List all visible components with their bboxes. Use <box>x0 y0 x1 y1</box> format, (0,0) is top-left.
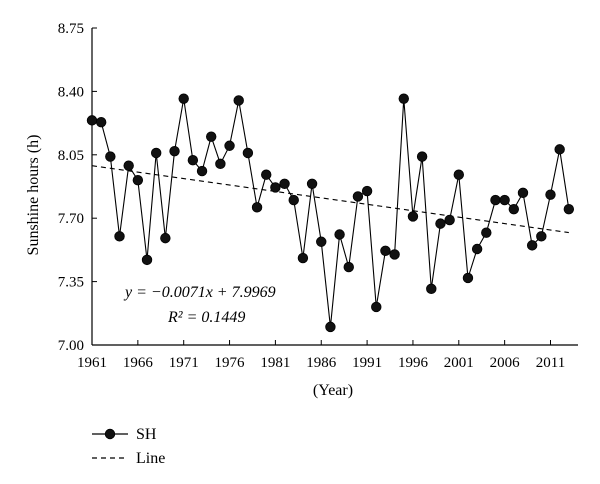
sh-data-point <box>196 165 208 177</box>
sh-data-point <box>361 185 373 197</box>
x-tick-label: 1961 <box>77 355 107 371</box>
sh-data-point <box>389 249 400 260</box>
x-axis-ticks: 1961 1966 1971 1976 1981 1986 1991 1996 2001 2006… <box>77 340 565 371</box>
sh-data-point <box>554 144 565 155</box>
sh-data-point <box>150 147 162 159</box>
legend-line-label: Line <box>136 450 165 467</box>
sh-data-point <box>288 194 299 206</box>
sh-data-point <box>444 214 455 226</box>
y-tick-label: 8.75 <box>58 21 84 37</box>
sh-data-point <box>251 202 263 213</box>
sh-data-point <box>297 252 309 264</box>
x-tick-label: 1971 <box>169 355 199 371</box>
sh-data-point <box>334 229 345 240</box>
sh-data-point <box>416 151 428 162</box>
sh-data-point <box>95 116 107 128</box>
x-tick-label: 1986 <box>306 355 337 371</box>
sh-data-point <box>490 194 501 206</box>
sh-data-point <box>215 158 226 170</box>
regression-equation: y = −0.0071x + 7.9969 <box>123 284 276 301</box>
sh-data-point <box>471 243 483 255</box>
r-squared-label: R² = 0.1449 <box>167 309 245 326</box>
sh-data-point <box>426 283 437 295</box>
sh-data-point <box>526 240 538 251</box>
sh-data-point <box>508 203 520 215</box>
sh-data-point <box>325 321 336 333</box>
x-tick-label: 1981 <box>260 355 290 371</box>
sh-data-point <box>242 147 254 159</box>
x-axis-title: (Year) <box>313 382 353 399</box>
sh-data-point <box>105 151 116 162</box>
legend: SH Line <box>92 426 165 467</box>
x-tick-label: 1996 <box>398 355 429 371</box>
sh-data-point <box>462 272 474 284</box>
axes <box>91 28 578 346</box>
sh-data-point <box>169 145 180 157</box>
sh-data-point <box>435 218 446 229</box>
sh-data-point <box>407 211 419 222</box>
sh-data-point <box>279 178 290 189</box>
x-tick-label: 2001 <box>444 355 474 371</box>
x-tick-label: 2011 <box>536 355 565 371</box>
sh-data-point <box>563 203 575 215</box>
sh-data-point <box>306 178 318 189</box>
sh-data-point <box>371 301 382 313</box>
sh-data-point <box>141 254 153 266</box>
y-axis-title: Sunshine hours (h) <box>25 135 42 256</box>
sh-data-point <box>481 227 492 238</box>
sh-data-point <box>517 187 529 199</box>
sh-data-point <box>545 189 556 200</box>
sh-data-point <box>453 169 464 180</box>
x-tick-label: 2006 <box>490 355 521 371</box>
legend-sh-marker <box>104 428 116 440</box>
sh-data-point <box>233 95 244 106</box>
x-tick-label: 1966 <box>123 355 154 371</box>
sh-data-point <box>316 236 327 247</box>
sh-data-point <box>343 261 354 273</box>
sh-data-point <box>499 194 510 206</box>
sh-data-point <box>206 131 217 142</box>
y-tick-label: 7.35 <box>58 275 84 291</box>
sh-data-point <box>86 115 98 126</box>
y-axis-ticks: 7.00 7.35 7.70 8.05 8.40 8.75 <box>58 21 97 354</box>
sh-data-point <box>114 231 125 242</box>
x-tick-label: 1976 <box>215 355 246 371</box>
sh-data-point <box>178 93 189 104</box>
sh-data-point <box>187 155 199 166</box>
sh-data-point <box>261 169 272 180</box>
y-tick-label: 8.05 <box>58 148 84 164</box>
sh-series-group <box>86 93 575 333</box>
y-tick-label: 7.00 <box>58 338 84 354</box>
y-tick-label: 8.40 <box>58 84 84 100</box>
legend-sh-label: SH <box>136 426 157 443</box>
sh-data-point <box>352 191 364 202</box>
sh-data-point <box>160 232 171 244</box>
sh-data-point <box>123 160 134 171</box>
sh-data-point <box>270 182 281 193</box>
sh-data-point <box>398 93 409 104</box>
y-tick-label: 7.70 <box>58 211 84 227</box>
sh-data-point <box>132 174 144 186</box>
x-tick-label: 1991 <box>352 355 382 371</box>
sh-data-point <box>224 140 235 151</box>
sh-data-point <box>536 231 547 242</box>
sh-data-point <box>380 245 391 257</box>
